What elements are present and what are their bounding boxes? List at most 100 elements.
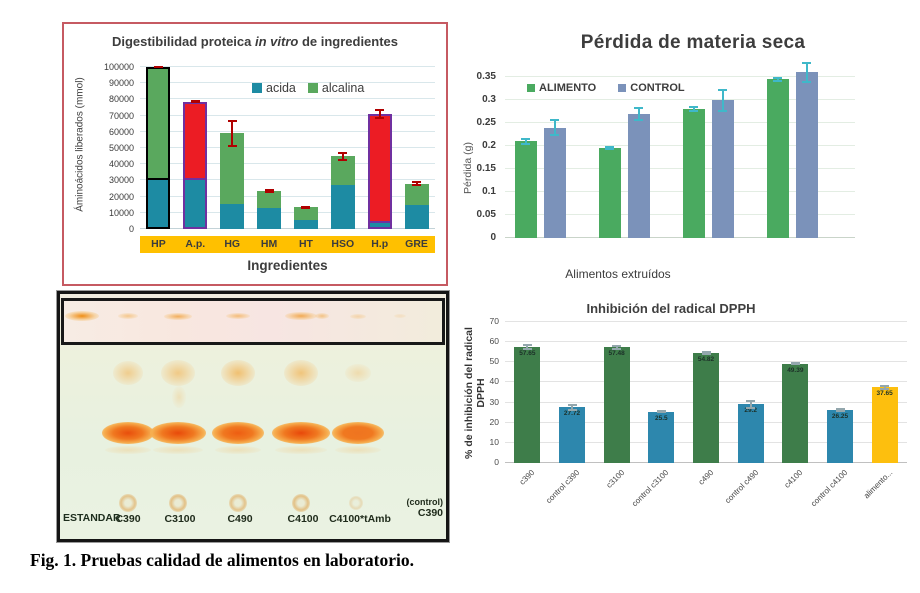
digestibilidad-y-axis: 0 10000 20000 30000 40000 50000 60000 70000 8000… bbox=[88, 62, 136, 234]
y-tick-label: 0.05 bbox=[476, 209, 496, 220]
bar-segment-alcalina bbox=[185, 103, 206, 179]
error-bar bbox=[375, 108, 385, 120]
legend-item: CONTROL bbox=[618, 82, 685, 94]
tlc-upper-spot bbox=[161, 360, 195, 386]
digestibilidad-title: Digestibilidad proteica in vitro de ingr… bbox=[111, 34, 399, 49]
x-axis-line bbox=[505, 237, 855, 238]
category-label: A.p. bbox=[185, 238, 206, 250]
y-tick-label: 30000 bbox=[108, 175, 134, 186]
dpph-chart-panel: Inhibición del radical DPPH % de inhibic… bbox=[455, 293, 920, 545]
bar-value-label: 25.5 bbox=[655, 414, 668, 422]
tlc-upper-spot bbox=[221, 360, 255, 386]
bar-c490: 54.82 bbox=[693, 352, 719, 463]
gridline bbox=[505, 168, 855, 169]
bar-value-label: 26.25 bbox=[831, 413, 849, 421]
gridline bbox=[140, 114, 435, 116]
error-bar bbox=[301, 205, 311, 209]
gridline bbox=[140, 163, 435, 165]
tlc-upper-spot bbox=[284, 360, 318, 386]
y-tick-label: 0.15 bbox=[476, 163, 496, 174]
legend-item: acida bbox=[252, 81, 296, 95]
bar-value-label: 49.39 bbox=[787, 366, 804, 374]
bar-c390: 57.65 bbox=[514, 346, 541, 463]
gridline bbox=[140, 82, 435, 84]
legend-swatch bbox=[307, 83, 318, 93]
bar-alimento-3 bbox=[682, 109, 705, 238]
gridline bbox=[140, 130, 435, 132]
error-bar bbox=[634, 106, 643, 121]
legend: ALIMENTO CONTROL bbox=[527, 82, 685, 94]
y-tick-label: 30 bbox=[489, 396, 499, 407]
tlc-echo-band bbox=[275, 446, 327, 454]
tlc-echo-band bbox=[105, 446, 151, 454]
tlc-echo-band bbox=[215, 446, 261, 454]
bar-segment-acida bbox=[404, 204, 429, 229]
bar-value-label: 57.65 bbox=[519, 349, 536, 357]
category-label: HP bbox=[151, 238, 166, 250]
gridline bbox=[140, 147, 435, 148]
bar-HT bbox=[293, 207, 318, 229]
bar-segment-acida bbox=[293, 220, 318, 229]
bar-value-label: 27.72 bbox=[563, 410, 581, 418]
bar-segment-acida bbox=[148, 177, 169, 227]
dpph-plot-area: 57.65 c390 27.72 control c390 57.48 c3100 25.5… bbox=[505, 321, 907, 508]
bar-segment-acida bbox=[220, 203, 245, 229]
gridline bbox=[140, 179, 435, 181]
y-tick-label: 50 bbox=[489, 356, 499, 367]
y-tick-label: 100000 bbox=[103, 62, 134, 72]
tlc-streak bbox=[172, 386, 186, 408]
error-bar bbox=[773, 77, 782, 82]
gridline bbox=[140, 211, 435, 213]
legend-item: alcalina bbox=[307, 81, 364, 95]
y-tick-label: 0.35 bbox=[476, 71, 496, 82]
bar-control-c4100: 26.25 bbox=[827, 410, 853, 463]
bar-HP bbox=[146, 67, 171, 229]
tlc-label-c490: C490 bbox=[227, 513, 253, 525]
bar-alimento-4 bbox=[766, 79, 789, 238]
bar-alimento-1 bbox=[514, 141, 537, 238]
y-tick-label: 20000 bbox=[108, 191, 134, 202]
bar-segment-alcalina bbox=[257, 190, 282, 208]
y-tick-label: 10000 bbox=[108, 207, 134, 218]
digestibilidad-category-band: HP A.p. HG HM HT HSO H.p GRE bbox=[140, 236, 435, 253]
bar-value-label: 37.65 bbox=[876, 390, 893, 398]
bar-A.p. bbox=[183, 101, 208, 229]
tlc-bottom-spot bbox=[169, 494, 187, 512]
bar-segment-alcalina bbox=[404, 183, 429, 205]
perdida-title: Pérdida de materia seca bbox=[580, 32, 806, 53]
legend-label: CONTROL bbox=[630, 82, 685, 94]
legend-item: ALIMENTO bbox=[527, 82, 596, 94]
perdida-footer-label: Alimentos extruídos bbox=[565, 267, 671, 281]
bar-value-label: 54.82 bbox=[697, 355, 715, 363]
tlc-smear bbox=[315, 313, 329, 319]
bar-control-c490: 29.2 bbox=[737, 404, 764, 463]
tlc-band bbox=[212, 422, 264, 444]
category-label: HG bbox=[224, 238, 241, 250]
y-tick-label: 40 bbox=[489, 376, 499, 387]
bar-segment-alcalina bbox=[330, 156, 355, 186]
category-label: GRE bbox=[405, 238, 428, 250]
gridline bbox=[505, 321, 907, 322]
y-tick-label: 10 bbox=[489, 436, 499, 447]
tlc-smear bbox=[118, 313, 138, 319]
y-tick-label: 60000 bbox=[108, 126, 134, 137]
category-label: HSO bbox=[331, 238, 355, 250]
bar-HM bbox=[257, 190, 282, 229]
gridline bbox=[505, 191, 855, 192]
bar-segment-acida bbox=[185, 178, 206, 227]
y-tick-label: 20 bbox=[489, 416, 499, 427]
error-bar bbox=[880, 384, 890, 390]
perdida-plot-area: ALIMENTO CONTROL bbox=[505, 62, 855, 238]
bar-HG bbox=[220, 133, 245, 229]
tlc-bottom-spot bbox=[349, 496, 363, 510]
error-bar bbox=[746, 399, 756, 409]
digestibilidad-x-axis-label: Ingredientes bbox=[247, 258, 328, 273]
bar-value-label: 29.2 bbox=[744, 407, 757, 415]
gridline bbox=[140, 66, 435, 67]
bar-c4100: 49.39 bbox=[782, 363, 809, 463]
error-bar bbox=[790, 361, 800, 366]
tlc-label-c390: C390 bbox=[115, 513, 141, 525]
error-bar bbox=[522, 343, 532, 350]
y-tick-label: 0 bbox=[490, 232, 496, 243]
